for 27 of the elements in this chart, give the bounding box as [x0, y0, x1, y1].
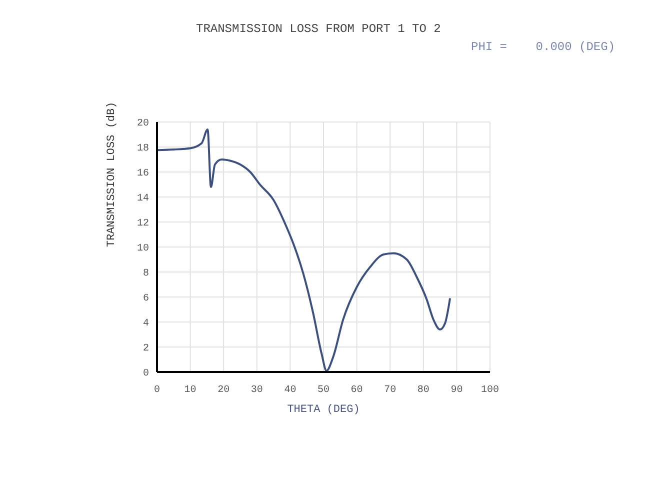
- y-tick-label: 12: [136, 218, 149, 230]
- y-axis-title: TRANSMISSION LOSS (dB): [106, 102, 118, 247]
- x-axis-title: THETA (DEG): [287, 404, 360, 416]
- x-tick-label: 40: [284, 385, 296, 396]
- y-tick-label: 8: [142, 268, 149, 280]
- y-tick-label: 4: [142, 318, 149, 330]
- line-series: [157, 128, 452, 372]
- x-tick-label: 70: [384, 385, 396, 396]
- y-tick-label: 14: [136, 194, 149, 205]
- y-tick-label: 2: [142, 344, 149, 355]
- x-tick-label: 80: [417, 385, 430, 396]
- x-tick-label: 0: [154, 385, 160, 396]
- x-tick-label: 50: [317, 385, 330, 396]
- x-tick-label: 20: [218, 385, 230, 396]
- y-tick-label: 6: [142, 294, 149, 305]
- x-tick-label: 30: [250, 385, 263, 396]
- y-tick-label: 20: [136, 118, 149, 130]
- chart-title: TRANSMISSION LOSS FROM PORT 1 TO 2: [196, 22, 441, 36]
- y-tick-label: 10: [136, 244, 149, 255]
- text: PHI = 0.000 (DEG): [471, 40, 616, 54]
- y-tick-label: 0: [142, 368, 149, 380]
- x-tick-label: 60: [350, 385, 363, 396]
- y-tick-label: 16: [136, 168, 149, 180]
- y-tick-label: 18: [136, 144, 149, 155]
- x-tick-label: 100: [480, 385, 500, 396]
- x-tick-label: 10: [184, 385, 196, 396]
- x-tick-label: 90: [450, 385, 463, 396]
